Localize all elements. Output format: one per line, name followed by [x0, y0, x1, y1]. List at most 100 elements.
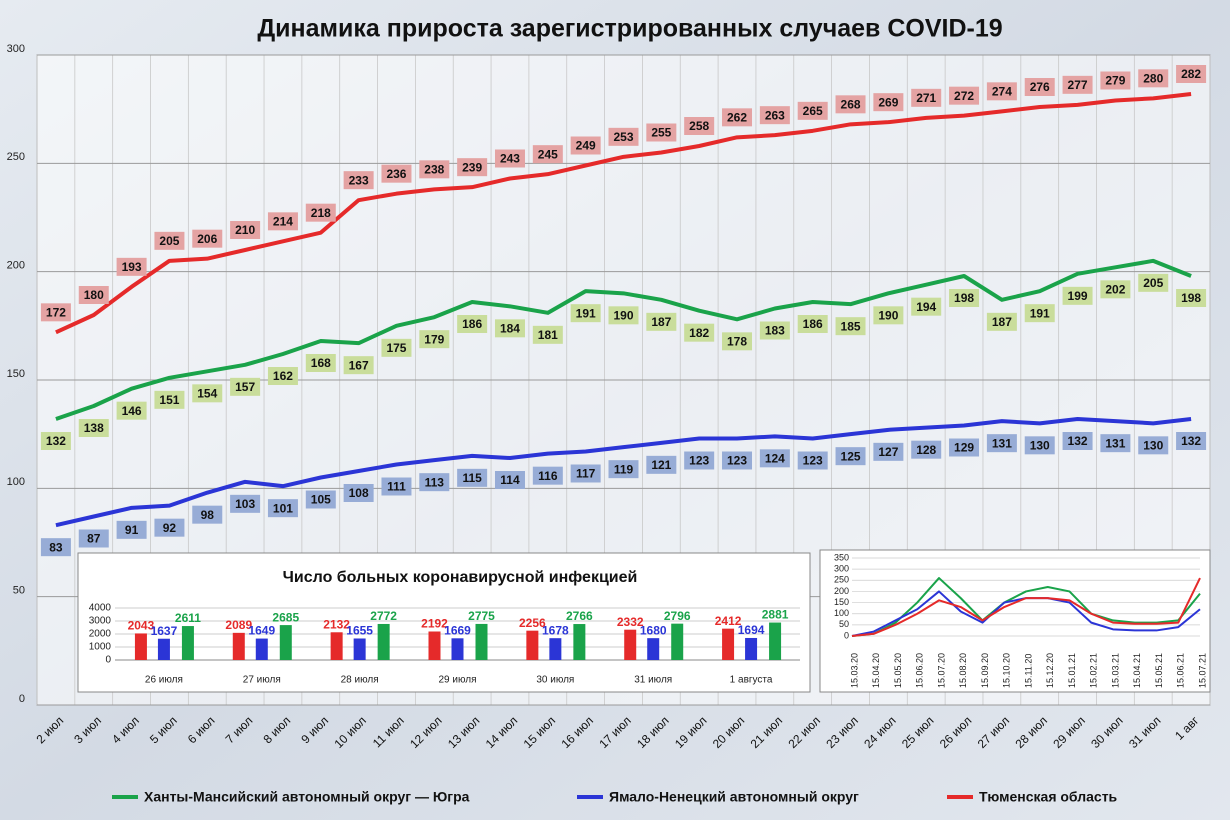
value-label: 130: [1143, 439, 1163, 453]
value-label-box: [797, 451, 828, 470]
value-label: 271: [916, 91, 936, 105]
value-label-box: [873, 93, 904, 112]
value-label: 123: [727, 454, 747, 468]
y-tick-label: 250: [834, 575, 849, 585]
value-label: 1678: [542, 623, 569, 637]
value-label: 105: [311, 493, 331, 507]
value-label-box: [1176, 432, 1207, 450]
bar: [377, 623, 390, 660]
value-label-box: [570, 136, 601, 155]
value-label: 130: [1030, 439, 1050, 453]
value-label-box: [835, 95, 866, 114]
value-label-box: [305, 203, 336, 222]
value-label: 199: [1068, 289, 1088, 303]
value-label-box: [267, 499, 298, 518]
value-label-box: [419, 330, 450, 349]
y-tick-label: 50: [13, 585, 25, 597]
value-label-box: [154, 390, 185, 409]
value-label: 114: [500, 473, 520, 487]
value-label: 2881: [762, 608, 789, 622]
value-label: 167: [349, 358, 369, 372]
y-tick-label: 3000: [89, 616, 112, 627]
value-label-box: [646, 123, 677, 142]
bar: [722, 628, 735, 660]
value-label: 132: [1181, 434, 1201, 448]
value-label-box: [1138, 273, 1169, 292]
value-label: 146: [122, 404, 142, 418]
value-label-box: [494, 471, 525, 489]
value-label: 2192: [421, 617, 448, 631]
bar: [255, 638, 268, 660]
value-label: 249: [576, 139, 596, 153]
value-label-box: [1024, 304, 1055, 323]
value-label: 255: [651, 126, 671, 140]
value-label-box: [722, 451, 753, 470]
value-label: 184: [500, 322, 520, 336]
series-line: [55, 417, 1192, 528]
value-label: 182: [689, 326, 709, 340]
value-label-box: [986, 312, 1017, 331]
x-tick-label: 26 июля: [145, 675, 183, 686]
value-label-box: [911, 88, 942, 107]
y-tick-label: 100: [834, 608, 849, 618]
value-label: 132: [46, 434, 66, 448]
value-label-box: [343, 356, 374, 375]
value-label-box: [684, 323, 715, 342]
value-label: 262: [727, 111, 747, 125]
value-label: 111: [387, 480, 406, 494]
value-label: 2412: [715, 614, 742, 628]
value-label: 218: [311, 206, 331, 220]
bar: [181, 626, 194, 660]
value-label-box: [343, 484, 374, 502]
value-label: 1680: [640, 623, 667, 637]
value-label: 113: [425, 475, 445, 489]
value-label: 239: [462, 160, 482, 174]
value-label-box: [78, 419, 109, 437]
x-tick-label: 15.03.21: [1110, 653, 1120, 688]
value-label: 2766: [566, 609, 593, 623]
value-label-box: [267, 212, 298, 231]
value-label: 121: [651, 458, 671, 472]
bar: [157, 638, 170, 660]
series-line: [851, 577, 1201, 637]
value-label: 2775: [468, 609, 495, 623]
value-label-box: [873, 442, 904, 461]
value-label-box: [1138, 69, 1169, 88]
value-label: 2685: [272, 610, 299, 624]
bar: [573, 624, 586, 660]
value-label-box: [230, 494, 261, 513]
value-label: 186: [803, 317, 823, 331]
value-label: 2611: [175, 611, 201, 625]
chart-title: Динамика прироста зарегистрированных слу…: [257, 15, 1002, 43]
value-label: 191: [576, 306, 596, 320]
x-tick-label: 15.06.20: [915, 653, 925, 688]
value-label-box: [1024, 78, 1055, 96]
value-label: 276: [1030, 80, 1050, 94]
y-tick-label: 150: [7, 368, 25, 380]
value-label-box: [192, 505, 223, 524]
y-tick-label: 50: [839, 619, 849, 629]
series-line: [55, 258, 1192, 421]
value-label: 272: [954, 89, 974, 103]
value-label: 131: [1105, 436, 1125, 450]
value-label: 206: [197, 232, 217, 246]
value-label-box: [419, 473, 450, 492]
value-label: 175: [386, 341, 406, 355]
value-label-box: [230, 377, 261, 396]
value-label: 2256: [519, 616, 546, 630]
value-label: 263: [765, 108, 785, 122]
y-tick-label: 1000: [89, 642, 112, 653]
value-label: 103: [235, 497, 255, 511]
value-label-box: [797, 315, 828, 333]
value-label-box: [78, 286, 109, 304]
x-tick-label: 30 июля: [536, 675, 574, 686]
value-label-box: [40, 538, 71, 557]
value-label-box: [1100, 434, 1131, 453]
value-label-box: [835, 317, 866, 336]
value-label: 269: [878, 95, 898, 109]
value-label: 162: [273, 369, 293, 383]
value-label: 194: [916, 300, 936, 314]
value-label: 2796: [664, 609, 691, 623]
value-label: 91: [125, 523, 139, 537]
value-label-box: [1176, 289, 1207, 307]
